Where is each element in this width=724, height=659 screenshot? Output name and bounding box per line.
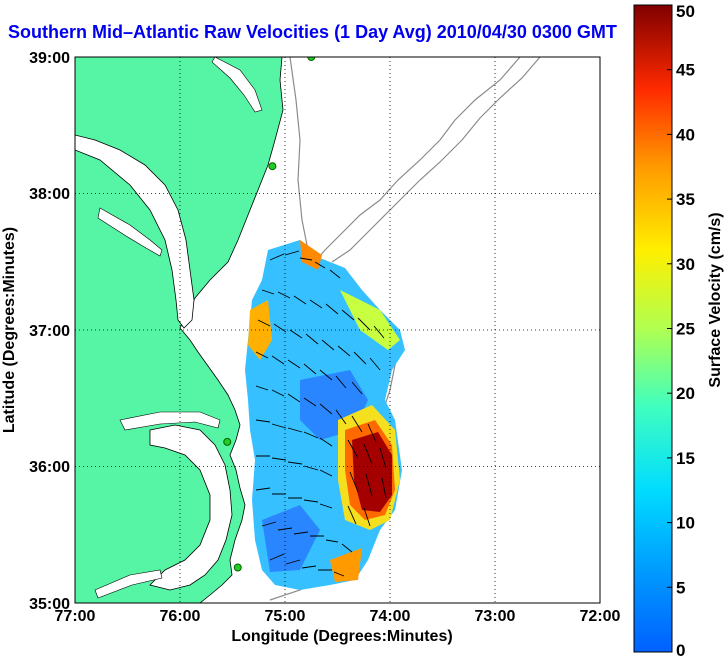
graticule — [75, 57, 600, 603]
map-title: Southern Mid–Atlantic Raw Velocities (1 … — [8, 22, 617, 42]
albemarle-sound — [119, 411, 221, 431]
bathymetry-contour-shelf — [317, 57, 521, 259]
station-marker — [307, 57, 316, 61]
colorbar-tick-label: 50 — [676, 2, 695, 21]
station-marker — [223, 437, 232, 446]
colorbar — [633, 4, 673, 653]
colorbar-tick-label: 10 — [676, 514, 695, 533]
station-marker — [268, 162, 277, 171]
neuse-river — [94, 569, 163, 599]
lon-tick-label: 76:00 — [160, 608, 201, 625]
colorbar-tick-label: 30 — [676, 255, 695, 274]
lon-tick-label: 72:00 — [580, 608, 621, 625]
station-marker — [233, 563, 242, 572]
colorbar-tick-label: 35 — [676, 190, 695, 209]
lon-tick-label: 74:00 — [370, 608, 411, 625]
colorbar-label: Surface Velocity (cm/s) — [707, 212, 724, 387]
colorbar-tick-label: 20 — [676, 384, 695, 403]
plot-frame — [74, 56, 601, 604]
delaware-bay — [211, 57, 263, 113]
lat-tick-label: 35:00 — [29, 596, 70, 613]
lat-tick-labels: 39:00 38:00 37:00 36:00 35:00 — [29, 50, 70, 613]
lon-tick-label: 77:00 — [55, 608, 96, 625]
potomac-river — [97, 207, 163, 257]
lon-tick-label: 73:00 — [475, 608, 516, 625]
lat-tick-label: 39:00 — [29, 50, 70, 67]
bathymetry-contour-slope — [331, 57, 541, 263]
colorbar-tick-label: 0 — [676, 641, 685, 659]
colorbar-tick-label: 25 — [676, 320, 695, 339]
y-axis-label: Latitude (Degrees:Minutes) — [1, 227, 18, 433]
lat-tick-label: 37:00 — [29, 323, 70, 340]
colorbar-tick-label: 15 — [676, 449, 695, 468]
lat-tick-label: 36:00 — [29, 459, 70, 476]
lat-tick-label: 38:00 — [29, 186, 70, 203]
x-axis-label: Longitude (Degrees:Minutes) — [231, 628, 452, 645]
colorbar-tick-label: 45 — [676, 61, 695, 80]
station-markers — [223, 57, 316, 572]
chesapeake-bay — [75, 134, 195, 329]
colorbar-tick-label: 40 — [676, 125, 695, 144]
colorbar-tick-label: 5 — [676, 578, 685, 597]
velocity-field — [245, 240, 405, 590]
lon-tick-labels: 77:00 76:00 75:00 74:00 73:00 72:00 — [55, 608, 621, 625]
colorbar-ticks: 0 5 10 15 20 25 30 35 40 45 50 — [667, 2, 695, 659]
lon-tick-label: 75:00 — [265, 608, 306, 625]
